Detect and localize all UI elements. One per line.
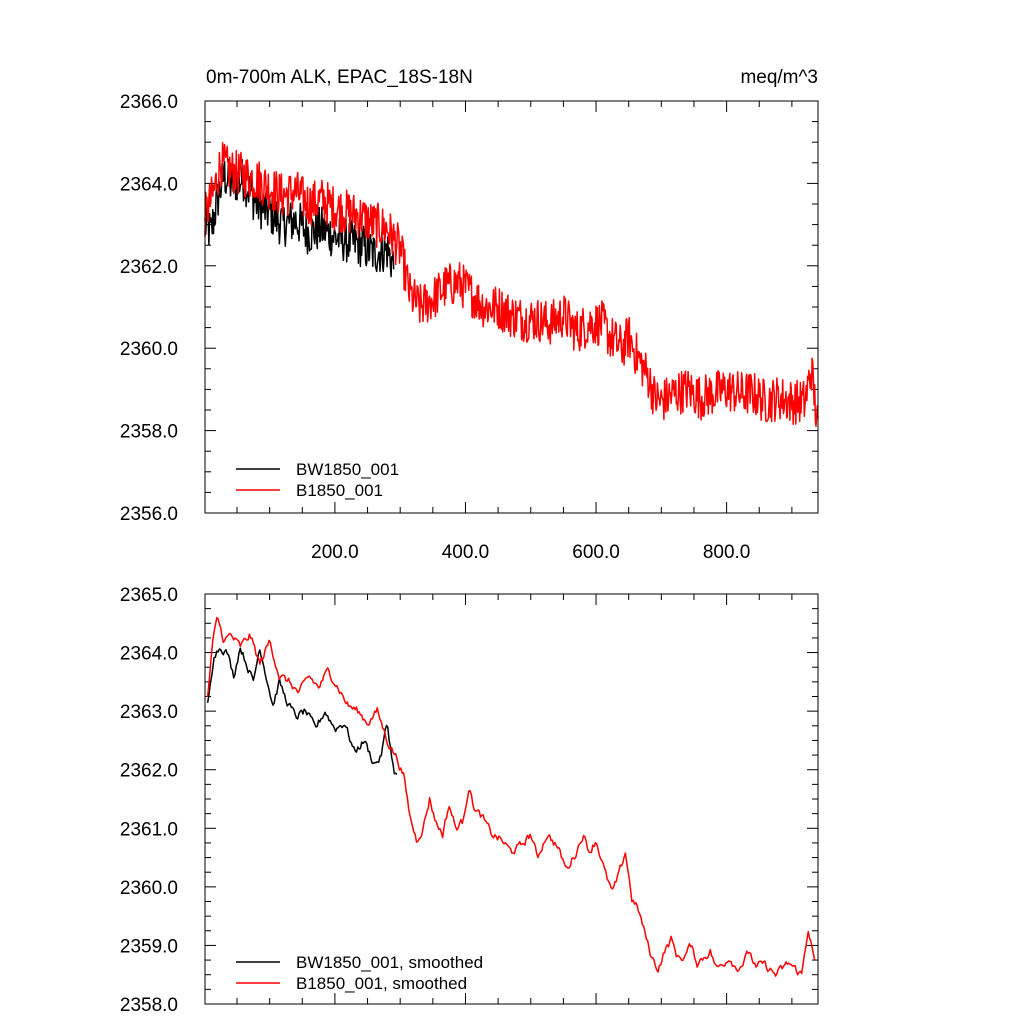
y-tick-label: 2360.0 <box>120 339 178 360</box>
top-panel: 0m-700m ALK, EPAC_18S-18N meq/m^3 2356.0… <box>120 67 819 563</box>
bottom-panel-series <box>206 616 816 977</box>
y-tick-label: 2360.0 <box>120 878 178 899</box>
bottom-panel-ticks <box>205 593 818 1005</box>
top-panel-y-tick-labels: 2356.0 2358.0 2360.0 2362.0 2364.0 2366.0 <box>120 92 178 525</box>
top-panel-plot-frame <box>204 100 819 514</box>
y-tick-label: 2362.0 <box>120 257 178 278</box>
bottom-panel-legend: BW1850_001, smoothed B1850_001, smoothed <box>236 953 483 993</box>
series-line-1 <box>206 616 816 977</box>
chart-units: meq/m^3 <box>740 67 818 88</box>
y-tick-label: 2356.0 <box>120 504 178 525</box>
chart-title: 0m-700m ALK, EPAC_18S-18N <box>206 67 473 88</box>
bottom-panel-plot-frame <box>204 593 819 1005</box>
x-tick-label: 800.0 <box>703 542 751 563</box>
y-tick-label: 2365.0 <box>120 585 178 606</box>
top-panel-x-tick-labels: 200.0 400.0 600.0 800.0 <box>311 542 750 563</box>
bottom-panel: 2358.0 2359.0 2360.0 2361.0 2362.0 2363.0 2364… <box>120 585 819 1016</box>
y-tick-label: 2363.0 <box>120 702 178 723</box>
x-tick-label: 200.0 <box>311 542 359 563</box>
top-panel-legend: BW1850_001 B1850_001 <box>236 460 399 500</box>
y-tick-label: 2362.0 <box>120 761 178 782</box>
legend-label-b1850-smoothed: B1850_001, smoothed <box>296 974 467 993</box>
y-tick-label: 2364.0 <box>120 644 178 665</box>
x-tick-label: 600.0 <box>572 542 620 563</box>
legend-label-b1850: B1850_001 <box>296 481 383 500</box>
y-tick-label: 2358.0 <box>120 995 178 1016</box>
series-line-0 <box>206 647 398 775</box>
y-tick-label: 2366.0 <box>120 92 178 113</box>
y-tick-label: 2361.0 <box>120 819 178 840</box>
x-tick-label: 400.0 <box>442 542 490 563</box>
series-line-1 <box>204 141 819 427</box>
y-tick-label: 2358.0 <box>120 422 178 443</box>
legend-label-bw1850: BW1850_001 <box>296 460 399 479</box>
top-panel-series <box>204 141 819 427</box>
y-tick-label: 2359.0 <box>120 936 178 957</box>
y-tick-label: 2364.0 <box>120 174 178 195</box>
legend-label-bw1850-smoothed: BW1850_001, smoothed <box>296 953 483 972</box>
bottom-panel-y-tick-labels: 2358.0 2359.0 2360.0 2361.0 2362.0 2363.0 2364… <box>120 585 178 1016</box>
